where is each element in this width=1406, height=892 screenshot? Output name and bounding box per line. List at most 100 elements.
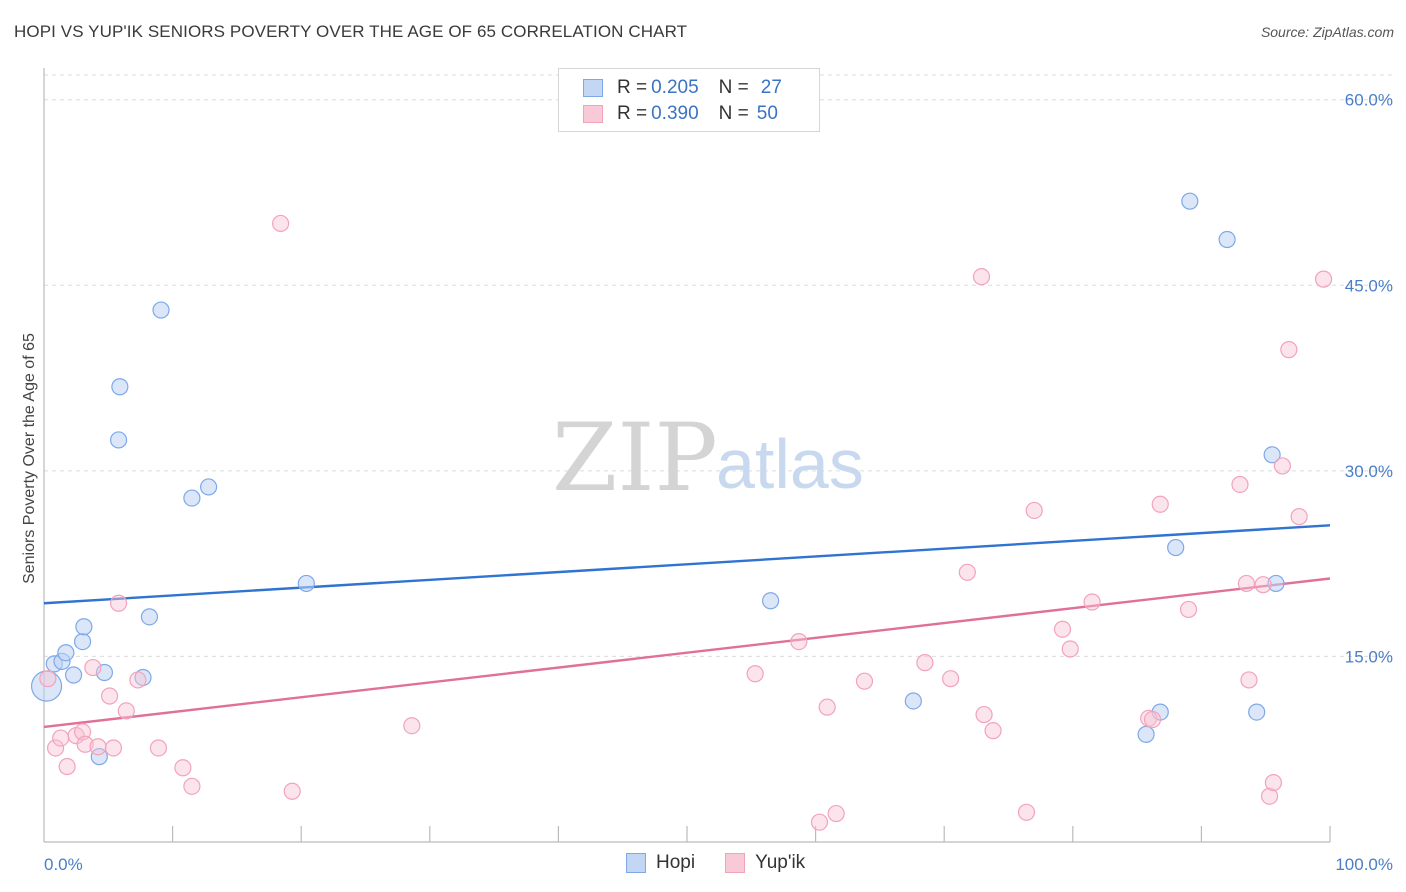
legend-yupik-swatch	[725, 853, 746, 873]
hopi-point-17	[761, 592, 780, 610]
yupik-n-value: 50	[756, 103, 778, 124]
yupik-point-46	[1264, 774, 1283, 792]
hopi-point-5	[73, 632, 92, 651]
yupik-point-6	[76, 735, 94, 753]
hopi-n-value: 27	[760, 77, 782, 98]
yupik-point-47	[1273, 457, 1292, 475]
grid-lines	[44, 74, 1392, 657]
x-tick-label-1: 100.0%	[1335, 855, 1393, 874]
yupik-point-29	[972, 268, 991, 286]
legend-yupik-label: Yup'ik	[755, 852, 806, 873]
tick-labels: 15.0% 30.0% 45.0% 60.0% 0.0% 100.0%	[44, 91, 1393, 874]
source-label: Source: ZipAtlas.com	[1260, 24, 1394, 40]
y-tick-label-0: 15.0%	[1345, 647, 1393, 666]
yupik-point-32	[1017, 803, 1036, 821]
x-tick-label-0: 0.0%	[44, 855, 83, 874]
yupik-point-27	[942, 670, 960, 688]
yupik-point-39	[1151, 495, 1169, 513]
yupik-r-label: R =	[617, 103, 648, 124]
trend-lines	[43, 524, 1331, 729]
yupik-point-42	[1237, 574, 1256, 593]
series-legend: Hopi Yup'ik	[626, 852, 835, 874]
yupik-point-18	[283, 782, 301, 800]
yupik-point-44	[1254, 576, 1272, 594]
watermark-atlas: atlas	[716, 425, 864, 503]
hopi-point-15	[200, 478, 218, 496]
legend-item-hopi: Hopi	[626, 852, 695, 874]
yupik-point-35	[1061, 640, 1079, 658]
yupik-point-49	[1290, 508, 1308, 526]
yupik-point-11	[109, 594, 128, 612]
yupik-point-3	[58, 757, 76, 776]
hopi-point-4	[64, 666, 83, 684]
yupik-trend-line	[43, 577, 1331, 729]
hopi-point-9	[109, 431, 128, 449]
yupik-point-8	[89, 738, 107, 756]
y-tick-label-3: 60.0%	[1345, 91, 1393, 110]
yupik-point-7	[84, 658, 102, 677]
yupik-n-label: N =	[718, 103, 749, 124]
watermark-zip: ZIP	[552, 404, 718, 513]
legend-hopi-label: Hopi	[656, 852, 696, 873]
yupik-point-13	[129, 671, 147, 689]
yupik-point-19	[403, 717, 421, 735]
hopi-point-26	[1267, 574, 1285, 593]
yupik-point-20	[746, 665, 764, 683]
hopi-r-label: R =	[617, 77, 648, 98]
legend-hopi-swatch	[626, 853, 646, 873]
legend-row-yupik: R = 0.390 N = 50	[583, 103, 778, 125]
yupik-point-21	[790, 632, 808, 651]
hopi-n-label: N =	[718, 77, 749, 98]
yupik-point-9	[100, 687, 119, 705]
yupik-point-24	[827, 804, 845, 823]
hopi-swatch	[583, 79, 603, 97]
yupik-point-48	[1280, 341, 1298, 359]
hopi-point-12	[140, 608, 159, 626]
yupik-point-30	[975, 705, 993, 724]
hopi-trend-line	[43, 524, 1331, 605]
data-points	[30, 192, 1333, 831]
y-axis-label: Seniors Poverty Over the Age of 65	[21, 333, 38, 584]
hopi-point-21	[1167, 538, 1185, 557]
yupik-point-28	[958, 563, 976, 581]
y-tick-label-1: 30.0%	[1345, 462, 1393, 481]
yupik-point-36	[1083, 593, 1101, 611]
yupik-point-31	[984, 722, 1002, 740]
yupik-point-22	[810, 813, 829, 831]
yupik-swatch	[583, 105, 603, 123]
hopi-point-14	[183, 489, 201, 507]
yupik-point-25	[855, 672, 874, 690]
yupik-point-50	[1314, 270, 1333, 288]
yupik-point-15	[174, 759, 192, 777]
watermark: ZIP atlas	[552, 404, 864, 513]
legend-row-hopi: R = 0.205 N = 27	[583, 77, 782, 99]
legend-item-yupik: Yup'ik	[725, 852, 805, 874]
yupik-point-1	[46, 739, 65, 757]
yupik-point-17	[272, 214, 290, 233]
correlation-legend: R = 0.205 N = 27 R = 0.390 N = 50	[558, 68, 820, 132]
axes	[43, 68, 1331, 843]
hopi-point-3	[57, 644, 75, 662]
hopi-point-10	[111, 378, 129, 396]
hopi-point-6	[75, 618, 93, 636]
yupik-point-10	[104, 739, 123, 757]
yupik-point-41	[1231, 475, 1249, 494]
hopi-r-value: 0.205	[651, 77, 699, 98]
hopi-point-25	[1263, 446, 1281, 464]
yupik-point-23	[818, 698, 836, 716]
yupik-point-34	[1053, 620, 1072, 638]
yupik-point-40	[1179, 600, 1198, 619]
yupik-point-33	[1025, 501, 1043, 520]
yupik-point-43	[1240, 671, 1258, 689]
chart-title: HOPI VS YUP'IK SENIORS POVERTY OVER THE …	[14, 22, 688, 41]
yupik-point-38	[1143, 710, 1162, 729]
hopi-point-24	[1248, 703, 1266, 721]
hopi-point-13	[152, 301, 170, 319]
hopi-point-19	[1137, 725, 1155, 743]
yupik-point-16	[183, 777, 201, 795]
hopi-point-18	[904, 692, 922, 710]
yupik-point-45	[1260, 787, 1279, 805]
yupik-r-value: 0.390	[651, 103, 699, 124]
yupik-point-2	[52, 729, 70, 747]
